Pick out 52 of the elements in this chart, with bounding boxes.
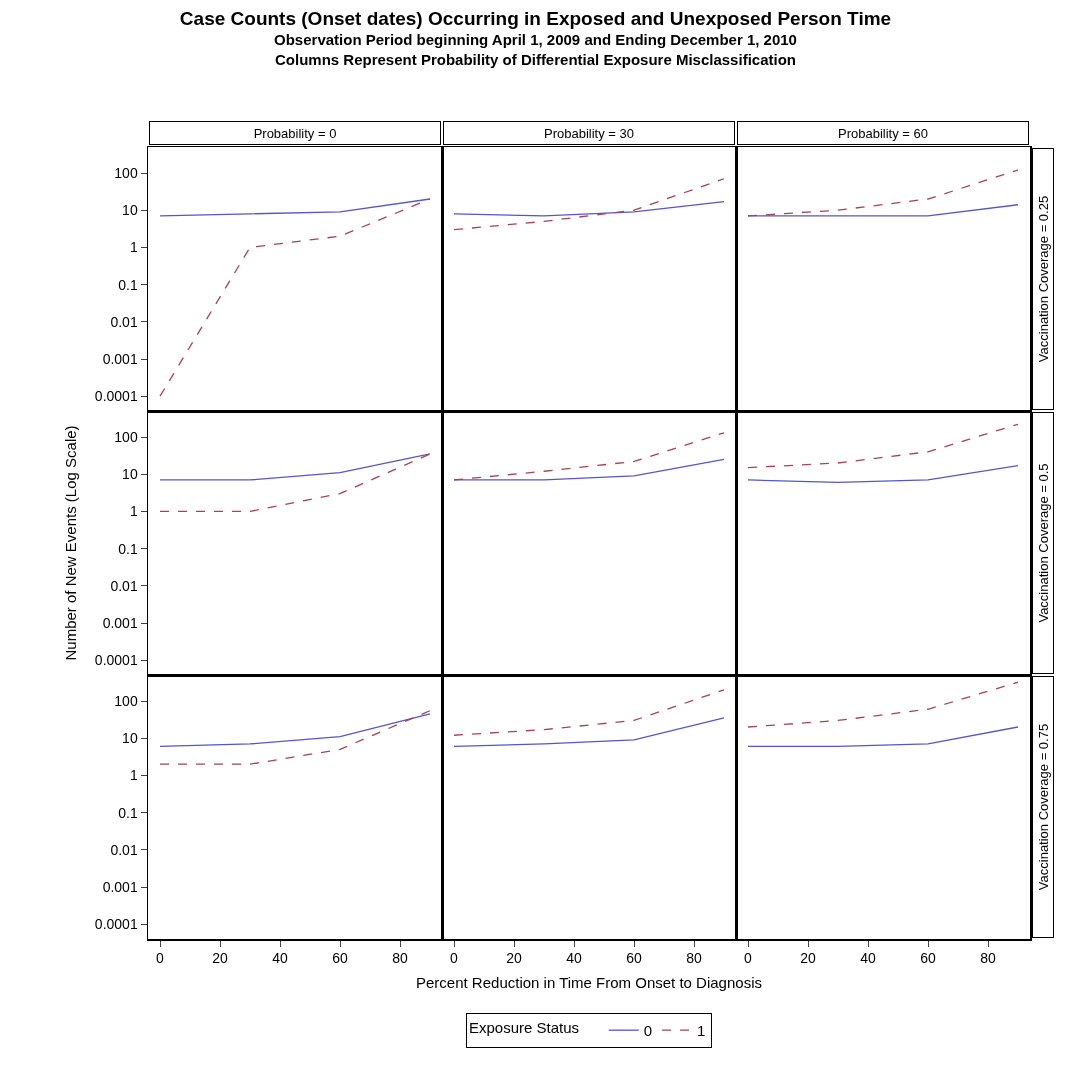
chart-title: Probability = 60 [838,125,928,141]
x-tick-label: 80 [686,950,702,967]
y-tick-label: 0.001 [102,350,138,367]
y-tick-label: 1 [129,239,138,256]
x-tick-label: 60 [626,950,642,967]
y-tick-label: 0.001 [102,878,138,895]
x-tick-label: 80 [392,950,408,967]
legend-label: 1 [697,1022,706,1040]
y-tick-label: 1 [129,503,138,520]
y-tick-label: 0.01 [110,841,138,858]
y-tick-label: 0.1 [118,540,138,557]
x-axis-title: Percent Reduction in Time From Onset to Diagnosis [416,974,762,992]
y-tick-label: 0.001 [102,614,138,631]
x-tick-label: 40 [860,950,876,967]
x-tick-label: 0 [744,950,753,967]
legend-label: 0 [643,1022,653,1040]
y-tick-label: 10 [122,202,138,219]
text: Observation Period beginning April 1, 2009 and Ending December 1, 2010 Columns Represent Probability of Differential Exposure Misclassification [273,30,798,70]
chart-title: Probability = 30 [544,125,634,141]
x-tick-label: 80 [980,950,996,967]
y2-axis-title: Vaccination Coverage = 0.5 [1035,463,1051,623]
x-tick-label: 0 [450,950,459,967]
y-tick-label: 0.1 [118,276,138,293]
y-tick-label: 1 [129,767,138,784]
x-tick-label: 20 [800,950,816,967]
x-tick-label: 40 [272,950,288,967]
y-tick-label: 100 [114,692,138,709]
x-tick-label: 40 [566,950,582,967]
y-axis-title: Number of New Events (Log Scale) [62,425,80,661]
x-tick-label: 60 [920,950,936,967]
legend-title: Exposure Status [469,1019,596,1037]
y2-axis-title: Vaccination Coverage = 0.75 [1035,723,1051,891]
x-tick-label: 0 [156,950,165,967]
y-tick-label: 0.1 [118,804,138,821]
y-tick-label: 10 [122,466,138,483]
x-tick-label: 20 [506,950,522,967]
x-tick-label: 60 [332,950,348,967]
y-tick-label: 0.0001 [94,652,138,669]
y-tick-label: 0.0001 [94,916,138,933]
y-tick-label: 0.0001 [94,388,138,405]
y-tick-label: 0.01 [110,313,138,330]
y2-axis-title: Vaccination Coverage = 0.25 [1035,195,1051,363]
y-tick-label: 10 [122,730,138,747]
chart-title: Probability = 0 [253,125,337,141]
text: Case Counts (Onset dates) Occurring in Exposed and Unexposed Person Time [178,8,893,30]
y-tick-label: 0.01 [110,577,138,594]
line-series [159,198,431,217]
y-tick-label: 100 [114,428,138,445]
x-tick-label: 20 [212,950,228,967]
line-series [159,198,431,397]
line-series [159,713,431,748]
y-tick-label: 100 [114,164,138,181]
